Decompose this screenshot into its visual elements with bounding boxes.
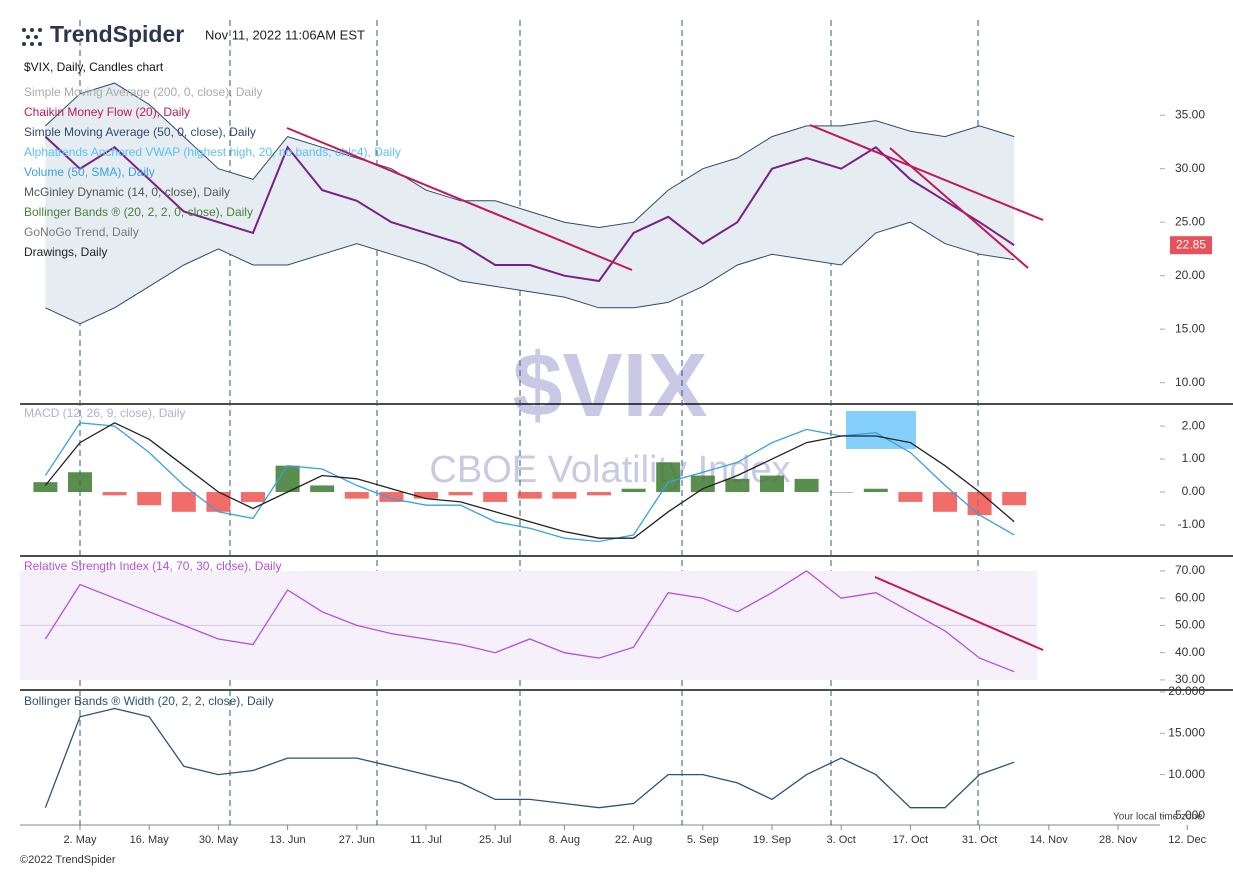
legend-entry: Simple Moving Average (50, 0, close), Da…: [24, 125, 256, 139]
histogram-bar: [621, 488, 646, 493]
histogram-bar: [68, 472, 92, 493]
histogram-bar: [137, 492, 162, 506]
histogram-bar: [517, 492, 542, 499]
x-tick-label: 11. Jul: [410, 834, 442, 846]
macd-line: [44, 422, 1015, 543]
histogram-bar: [344, 492, 369, 499]
x-tick-label: 27. Jun: [339, 834, 375, 846]
histogram-bar: [552, 492, 577, 499]
histogram-bar: [1002, 492, 1027, 506]
legend-entry: Drawings, Daily: [24, 245, 107, 259]
y-tick-label: 40.00: [1175, 645, 1205, 659]
timestamp: Nov 11, 2022 11:06AM EST: [205, 27, 365, 42]
x-tick-label: 17. Oct: [893, 834, 928, 846]
y-tick-label: 30.00: [1175, 672, 1205, 686]
x-tick-label: 22. Aug: [615, 834, 652, 846]
x-tick-label: 8. Aug: [549, 834, 580, 846]
histogram-bar: [587, 492, 611, 496]
y-tick-label: 35.00: [1175, 107, 1205, 121]
histogram-bar: [898, 492, 923, 502]
legend-entry: McGinley Dynamic (14, 0, close), Daily: [24, 185, 230, 199]
histogram-bar: [206, 492, 231, 512]
y-tick-label: 15.000: [1168, 725, 1205, 739]
x-tick-label: 31. Oct: [962, 834, 997, 846]
y-tick-label: 0.00: [1182, 484, 1206, 498]
histogram-bar: [414, 492, 438, 499]
y-tick-label: 2.00: [1182, 418, 1206, 432]
histogram-bar: [690, 475, 715, 493]
bollinger-band-fill: [45, 83, 1015, 324]
x-tick-label: 25. Jul: [479, 834, 511, 846]
timezone-note: Your local time zone: [1113, 812, 1203, 823]
y-tick-label: 5.000: [1175, 808, 1205, 822]
panel-title: MACD (12, 26, 9, close), Daily: [24, 406, 185, 420]
y-tick-label: 10.000: [1168, 767, 1205, 781]
y-tick-label: 15.00: [1175, 321, 1205, 335]
brand: TrendSpider: [50, 21, 184, 47]
chart-title: $VIX, Daily, Candles chart: [24, 60, 164, 74]
histogram-bar: [656, 462, 681, 493]
price-line: [44, 135, 1015, 283]
histogram-bar: [241, 492, 265, 502]
legend-entry: Alphatrends Anchored VWAP (highest high,…: [24, 145, 401, 159]
x-tick-label: 19. Sep: [753, 834, 791, 846]
legend-entry: Bollinger Bands ® (20, 2, 2, 0, close), …: [24, 205, 253, 219]
legend-entry: Chaikin Money Flow (20), Daily: [24, 105, 190, 119]
last-price-box: [1170, 236, 1212, 255]
bollinger-lower: [45, 221, 1015, 325]
histogram-bar: [310, 485, 335, 493]
y-tick-label: 10.00: [1175, 375, 1205, 389]
legend-entry: Volume (50, SMA), Daily: [24, 165, 155, 179]
histogram-bar: [967, 492, 992, 516]
histogram-bar: [448, 492, 473, 496]
histogram-bar: [33, 482, 58, 493]
y-tick-label: 50.00: [1175, 618, 1205, 632]
x-tick-label: 14. Nov: [1030, 834, 1068, 846]
histogram-bar: [794, 478, 819, 493]
copyright: ©2022 TrendSpider: [20, 854, 116, 866]
legend-entry: GoNoGo Trend, Daily: [24, 225, 139, 239]
x-tick-label: 13. Jun: [270, 834, 306, 846]
histogram-bar: [171, 492, 196, 512]
y-tick-label: 20.00: [1175, 268, 1205, 282]
trend-lines: [286, 124, 1044, 651]
bollinger-upper: [45, 82, 1015, 229]
panel-separators: [20, 403, 1233, 826]
x-tick-label: 5. Sep: [687, 834, 719, 846]
panel-title: Bollinger Bands ® Width (20, 2, 2, close…: [24, 694, 274, 708]
x-tick-label: 28. Nov: [1099, 834, 1137, 846]
histogram-bar: [863, 488, 888, 493]
signal-line: [44, 422, 1015, 539]
y-tick-label: 20.000: [1168, 684, 1205, 698]
histogram-bar: [760, 475, 784, 493]
legend-entry: Simple Moving Average (200, 0, close), D…: [24, 85, 263, 99]
watermark-symbol: $VIX: [512, 336, 707, 436]
highlight-box: [846, 411, 916, 449]
histogram-bar: [829, 492, 854, 493]
y-tick-label: 25.00: [1175, 214, 1205, 228]
y-tick-label: 60.00: [1175, 590, 1205, 604]
panel-title: Relative Strength Index (14, 70, 30, clo…: [24, 559, 281, 573]
y-tick-label: -1.00: [1178, 517, 1206, 531]
x-tick-label: 3. Oct: [827, 834, 856, 846]
histogram-bar: [483, 492, 508, 502]
plot: 2. May 16. May 30. May 13. Jun 27. Jun 11. Ju…: [20, 60, 1212, 846]
x-tick-label: 2. May: [63, 834, 97, 846]
y-tick-label: 1.00: [1182, 451, 1206, 465]
last-price-label: 22.85: [1176, 237, 1206, 251]
y-tick-label: 70.00: [1175, 563, 1205, 577]
logo-icon: [22, 28, 42, 46]
indicator-line: [44, 570, 1015, 673]
x-tick-label: 30. May: [199, 834, 239, 846]
histogram-bar: [379, 492, 404, 502]
indicator-line: [44, 707, 1015, 809]
histogram-bar: [933, 492, 957, 512]
x-tick-label: 12. Dec: [1168, 834, 1206, 846]
histogram-bar: [725, 478, 750, 493]
histogram-bar: [102, 492, 127, 496]
x-tick-label: 16. May: [130, 834, 170, 846]
y-tick-label: 30.00: [1175, 161, 1205, 175]
